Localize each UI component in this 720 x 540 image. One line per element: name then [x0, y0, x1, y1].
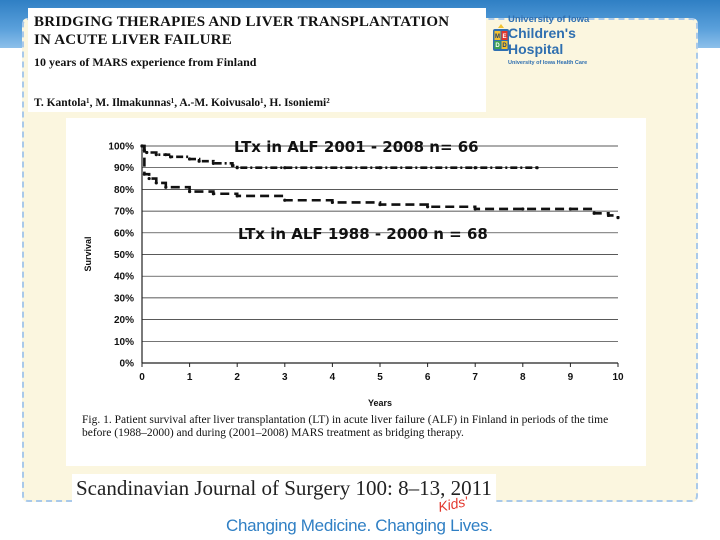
x-tick-labels: 0 1 2 3 4 5 6 7 8 9 10	[139, 372, 624, 383]
y-tick-label: 50%	[114, 250, 134, 261]
x-tick-label: 10	[612, 372, 624, 383]
survival-chart: 0% 10% 20% 30% 40% 50% 60% 70% 80% 90% 100% 0 1 2 3 4 5…	[83, 138, 624, 408]
x-tick-label: 5	[377, 372, 383, 383]
paper-title-line2: IN ACUTE LIVER FAILURE	[34, 32, 232, 48]
series-0-point	[535, 166, 539, 170]
x-axis-title: Years	[368, 398, 392, 408]
series-1-point	[283, 198, 287, 202]
y-tick-label: 90%	[114, 163, 134, 174]
logo-name-line2: Hospital	[508, 41, 564, 57]
series-1-point	[142, 172, 146, 176]
crest-letter-2: E	[502, 34, 506, 40]
series-1-point	[568, 207, 572, 211]
series-line-1	[142, 144, 620, 218]
x-tick-label: 0	[139, 372, 145, 383]
y-tick-label: 100%	[108, 142, 134, 153]
y-tick-label: 10%	[114, 337, 134, 348]
y-tick-label: 30%	[114, 293, 134, 304]
series-1-point	[521, 207, 525, 211]
series-1-point	[235, 194, 239, 198]
series-0-point	[283, 166, 287, 170]
childrens-hospital-logo: M E D D University of Iowa Children's Ho…	[492, 10, 616, 74]
chart-axes	[141, 146, 619, 367]
figure-caption: Fig. 1. Patient survival after liver tra…	[82, 414, 609, 439]
logo-name-line1: Children's	[508, 25, 576, 41]
series-label-1988-2000: LTx in ALF 1988 - 2000 n = 68	[238, 225, 488, 243]
x-tick-label: 1	[187, 372, 193, 383]
series-1-point	[330, 200, 334, 205]
x-tick-label: 6	[425, 372, 431, 383]
series-0-point	[230, 163, 235, 168]
series-1-point	[147, 176, 151, 181]
paper-authors: T. Kantola¹, M. Ilmakunnas¹, A.-M. Koivu…	[34, 97, 330, 109]
series-1-point	[140, 144, 144, 148]
series-0-point	[164, 153, 168, 157]
crest-letter-1: M	[495, 34, 500, 40]
series-1-point	[473, 207, 477, 211]
crest-icon: M E D D	[493, 24, 509, 51]
y-tick-label: 0%	[120, 359, 135, 370]
figure-panel: 0% 10% 20% 30% 40% 50% 60% 70% 80% 90% 100% 0 1 2 3 4 5…	[66, 118, 646, 466]
y-tick-label: 60%	[114, 228, 134, 239]
paper-subtitle: 10 years of MARS experience from Finland	[34, 55, 257, 69]
x-tick-label: 8	[520, 372, 526, 383]
x-tick-label: 2	[234, 372, 240, 383]
series-1-point	[188, 189, 192, 194]
y-tick-label: 20%	[114, 315, 134, 326]
series-0-point	[145, 150, 149, 155]
series-1-point	[592, 211, 596, 215]
journal-citation: Scandinavian Journal of Surgery 100: 8–1…	[72, 474, 496, 503]
x-tick-label: 7	[472, 372, 478, 383]
crest-letter-3: D	[495, 43, 500, 49]
series-0-point	[211, 161, 215, 165]
series-lines	[140, 144, 620, 220]
series-0-point	[473, 166, 477, 170]
series-0-point	[197, 159, 201, 163]
series-1-point	[378, 202, 382, 207]
footer-tagline: Changing Medicine. Changing Lives.	[226, 516, 493, 535]
x-tick-label: 3	[282, 372, 288, 383]
series-1-point	[164, 185, 168, 189]
logo-text: University of Iowa Children's Hospital U…	[508, 14, 618, 67]
series-0-point	[378, 166, 382, 170]
series-1-point	[616, 216, 620, 220]
logo-university: University of Iowa	[508, 14, 590, 25]
crest-letter-4: D	[502, 43, 507, 49]
paper-title-line1: BRIDGING THERAPIES AND LIVER TRANSPLANTA…	[34, 14, 450, 30]
series-0-point	[188, 157, 192, 161]
paper-header: BRIDGING THERAPIES AND LIVER TRANSPLANTA…	[28, 8, 486, 112]
paper-title: BRIDGING THERAPIES AND LIVER TRANSPLANTA…	[34, 13, 484, 49]
logo-subtext: University of Iowa Health Care	[508, 60, 588, 66]
y-tick-label: 70%	[114, 207, 134, 218]
y-tick-label: 40%	[114, 272, 134, 283]
series-0-point	[168, 155, 173, 159]
y-axis-title: Survival	[83, 236, 93, 271]
x-tick-label: 9	[568, 372, 574, 383]
series-1-point	[426, 205, 430, 209]
series-1-point	[154, 181, 158, 185]
footer: Changing Medicine. Changing Lives. Kids'	[0, 493, 720, 540]
series-0-point	[154, 153, 158, 157]
series-0-point	[235, 166, 239, 170]
x-tick-label: 4	[330, 372, 336, 383]
y-tick-label: 80%	[114, 185, 134, 196]
series-1-point	[606, 213, 611, 218]
y-tick-labels: 0% 10% 20% 30% 40% 50% 60% 70% 80% 90% 100%	[108, 142, 134, 370]
series-1-point	[211, 192, 215, 196]
series-label-2001-2008: LTx in ALF 2001 - 2008 n= 66	[234, 138, 479, 156]
chart-grid	[142, 145, 618, 364]
